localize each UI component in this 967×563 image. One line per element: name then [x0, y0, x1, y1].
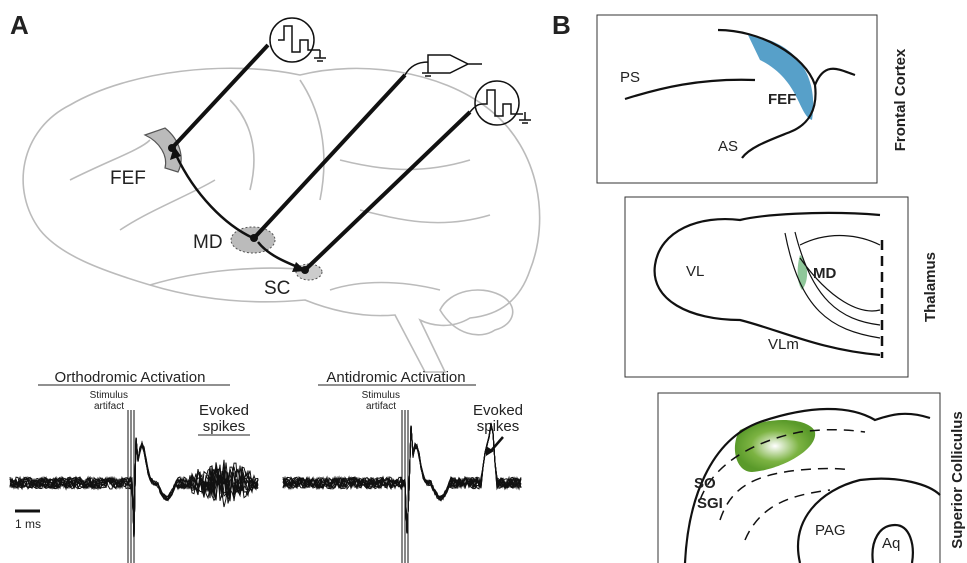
- region-label: MD: [193, 232, 223, 253]
- annotation: Stimulus: [90, 390, 128, 401]
- structure-label: FEF: [768, 91, 796, 108]
- annotation: Evoked: [199, 402, 249, 419]
- annotation: spikes: [477, 418, 520, 435]
- region-label: FEF: [110, 168, 146, 189]
- annotation: artifact: [366, 401, 396, 412]
- figure: A FEF MD SC Orthodromic Activation Stimu…: [0, 0, 967, 563]
- structure-label: Aq: [882, 535, 900, 552]
- structure-label: SGI: [697, 495, 723, 512]
- annotation: Stimulus: [362, 390, 400, 401]
- structure-label: AS: [718, 138, 738, 155]
- structure-label: MD: [813, 265, 836, 282]
- recording-title: Antidromic Activation: [326, 369, 465, 386]
- dot: [168, 144, 176, 152]
- sulci: [625, 30, 855, 158]
- section-title: Thalamus: [922, 252, 939, 322]
- structure-label: SO: [694, 475, 716, 492]
- annotation: artifact: [94, 401, 124, 412]
- dot: [250, 234, 258, 242]
- brain-outline: [23, 68, 540, 372]
- annotation: spikes: [203, 418, 246, 435]
- panel-label: A: [10, 10, 29, 40]
- recording-title: Orthodromic Activation: [55, 369, 206, 386]
- traces: [10, 410, 521, 563]
- structure-label: PAG: [815, 522, 846, 539]
- recording: Antidromic Activation Stimulus artifact …: [318, 369, 523, 456]
- section-title: Frontal Cortex: [892, 48, 909, 151]
- structure-label: PS: [620, 69, 640, 86]
- panel-label: B: [552, 10, 571, 40]
- arrowheads: [170, 146, 306, 272]
- recording: Orthodromic Activation Stimulus artifact…: [38, 369, 250, 435]
- annotation: Evoked: [473, 402, 523, 419]
- section-title: Superior Colliculus: [949, 411, 966, 549]
- region-label: SC: [264, 278, 290, 299]
- structure-label: VL: [686, 263, 704, 280]
- dot: [301, 266, 309, 274]
- scale-label: 1 ms: [15, 517, 41, 531]
- structure-label: VLm: [768, 336, 799, 353]
